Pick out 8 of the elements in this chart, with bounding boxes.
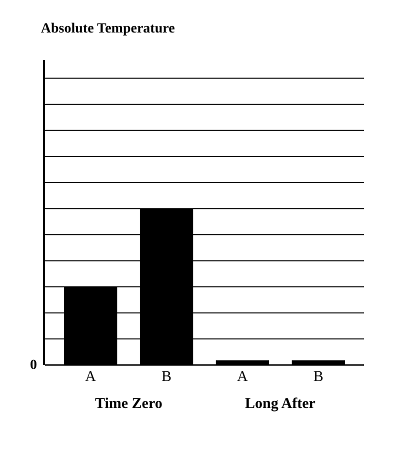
chart-title: Absolute Temperature [40, 21, 175, 36]
x-tick-label: B [313, 369, 324, 385]
x-tick-label: A [85, 369, 96, 385]
text: Time Zero [95, 396, 162, 412]
x-tick-label: B [162, 369, 172, 385]
x-tick-label: A [237, 369, 248, 385]
text: Long After [245, 396, 316, 412]
text: 0 [30, 358, 37, 373]
